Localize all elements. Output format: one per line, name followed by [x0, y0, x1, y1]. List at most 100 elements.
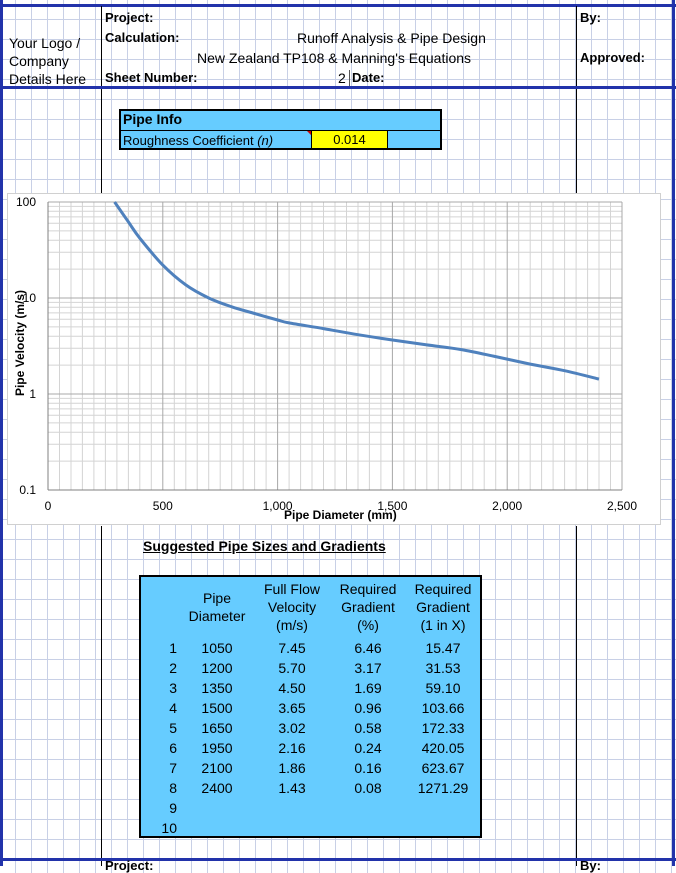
pipe-diameter-cell: 2400: [201, 780, 233, 796]
row-number: 4: [169, 700, 177, 716]
header-velocity: Full Flow Velocity (m/s): [255, 580, 329, 634]
gradient-percent-cell: 3.17: [354, 660, 382, 676]
x-tick-label: 1,500: [377, 499, 407, 513]
table-row: 2 1200 5.70 3.17 31.53: [141, 659, 480, 679]
lower-divider-left: [101, 526, 102, 858]
pipe-info-title: Pipe Info: [123, 111, 183, 127]
gradient-ratio-cell: 15.47: [425, 640, 461, 656]
table-row: 4 1500 3.65 0.96 103.66: [141, 699, 480, 719]
row-number: 1: [169, 640, 177, 656]
table-row: 7 2100 1.86 0.16 623.67: [141, 759, 480, 779]
y-tick-label: 1: [29, 387, 36, 401]
header-gradient-ratio-line1: Required: [414, 581, 472, 597]
y-tick-label: 0.1: [19, 483, 36, 497]
header-velocity-line1: Full Flow: [263, 581, 320, 597]
top-border: [0, 4, 676, 7]
x-tick-label: 1,000: [263, 499, 293, 513]
velocity-series-line: [113, 201, 600, 381]
x-axis-label: Pipe Diameter (mm): [284, 508, 397, 522]
body-divider-right: [576, 89, 577, 193]
header-gradient-percent-line3: (%): [357, 617, 379, 633]
x-tick-label: 500: [153, 499, 173, 513]
gradient-percent-cell: 1.69: [354, 680, 382, 696]
row-number: 3: [169, 680, 177, 696]
date-label: Date:: [352, 70, 385, 85]
gradient-ratio-cell: 172.33: [421, 720, 465, 736]
roughness-symbol: (n): [257, 133, 274, 148]
pipe-diameter-cell: 1200: [201, 660, 233, 676]
header-pipe-diameter-line2: Diameter: [188, 608, 246, 624]
calculation-title: Runoff Analysis & Pipe Design: [297, 30, 486, 46]
gradient-ratio-cell: 420.05: [421, 740, 465, 756]
velocity-chart: 0 500 1,000 1,500 2,000 2,500 0.1 1 10 100 Pipe D…: [7, 193, 661, 525]
project-label: Project:: [105, 10, 154, 25]
table-row: 9: [141, 799, 480, 819]
y-tick-label: 10: [23, 291, 37, 305]
gradient-percent-cell: 0.08: [354, 780, 382, 796]
sheet-number-label: Sheet Number:: [105, 70, 198, 85]
header-pipe-diameter-line1: Pipe: [202, 590, 232, 606]
table-row: 1 1050 7.45 6.46 15.47: [141, 639, 480, 659]
gradient-percent-cell: 0.58: [354, 720, 382, 736]
logo-line-3: Details Here: [9, 71, 87, 87]
header-gradient-percent-line1: Required: [339, 581, 397, 597]
pipe-diameter-cell: 1650: [201, 720, 233, 736]
gradient-percent-cell: 0.16: [354, 760, 382, 776]
header-pipe-diameter: Pipe Diameter: [179, 589, 255, 625]
body-divider-left: [101, 89, 102, 193]
calculation-label: Calculation:: [105, 30, 180, 45]
sheet-number-value: 2: [338, 70, 346, 86]
pipe-diameter-cell: 1050: [201, 640, 233, 656]
logo-line-2: Company: [9, 53, 69, 69]
header-velocity-line3: (m/s): [276, 617, 308, 633]
roughness-label: Roughness Coefficient (n): [123, 133, 273, 148]
header-velocity-line2: Velocity: [267, 599, 317, 615]
pipe-info-divider: [121, 130, 440, 131]
row-number: 2: [169, 660, 177, 676]
header-bottom-border: [0, 86, 676, 89]
gradient-ratio-cell: 31.53: [425, 660, 461, 676]
y-axis-label: Pipe Velocity (m/s): [13, 289, 27, 397]
header-gradient-ratio-line2: Gradient: [416, 599, 470, 615]
footer-top-border: [0, 858, 676, 861]
suggested-pipe-table: Pipe Diameter Full Flow Velocity (m/s) R…: [139, 575, 482, 838]
table-row: 10: [141, 819, 480, 839]
lower-divider-right: [576, 526, 577, 858]
logo-line-1: Your Logo /: [9, 35, 81, 51]
roughness-coefficient-input[interactable]: 0.014: [311, 131, 388, 148]
approved-label: Approved:: [580, 50, 645, 65]
row-number: 10: [161, 820, 177, 836]
table-row: 3 1350 4.50 1.69 59.10: [141, 679, 480, 699]
row-number: 6: [169, 740, 177, 756]
pipe-diameter-cell: 1350: [201, 680, 233, 696]
pipe-diameter-cell: 1950: [201, 740, 233, 756]
row-number: 7: [169, 760, 177, 776]
gradient-ratio-cell: 103.66: [421, 700, 465, 716]
x-tick-label: 2,000: [492, 499, 522, 513]
velocity-cell: 1.86: [278, 760, 306, 776]
y-tick-label: 100: [16, 195, 36, 209]
footer-divider-right: [576, 861, 577, 866]
pipe-diameter-cell: 1500: [201, 700, 233, 716]
gradient-percent-cell: 0.96: [354, 700, 382, 716]
table-row: 5 1650 3.02 0.58 172.33: [141, 719, 480, 739]
gradient-percent-cell: 0.24: [354, 740, 382, 756]
suggested-title: Suggested Pipe Sizes and Gradients: [143, 538, 386, 554]
calculation-subtitle: New Zealand TP108 & Manning's Equations: [197, 50, 472, 66]
x-tick-label: 2,500: [607, 499, 637, 513]
table-row: 8 2400 1.43 0.08 1271.29: [141, 779, 480, 799]
header-gradient-ratio: Required Gradient (1 in X): [405, 580, 481, 634]
header-gradient-percent: Required Gradient (%): [331, 580, 405, 634]
footer-divider-left: [101, 861, 102, 866]
date-divider: [349, 70, 350, 86]
gradient-percent-cell: 6.46: [354, 640, 382, 656]
velocity-cell: 1.43: [278, 780, 306, 796]
pipe-diameter-cell: 2100: [201, 760, 233, 776]
gradient-ratio-cell: 1271.29: [417, 780, 469, 796]
right-border: [672, 0, 675, 866]
x-tick-label: 0: [45, 499, 52, 513]
pipe-info-box: Pipe Info Roughness Coefficient (n) 0.01…: [119, 109, 442, 150]
velocity-cell: 4.50: [278, 680, 306, 696]
table-row: 6 1950 2.16 0.24 420.05: [141, 739, 480, 759]
header-divider-right: [576, 6, 577, 86]
